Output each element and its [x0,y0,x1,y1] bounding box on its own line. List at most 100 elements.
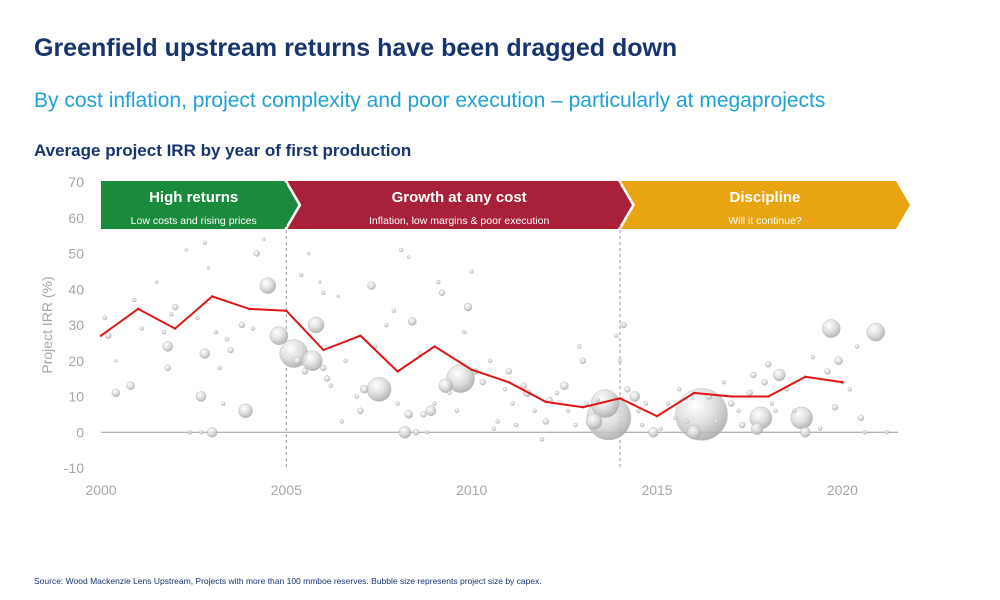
project-bubble [354,394,360,399]
project-bubble [658,426,664,431]
project-bubble [424,430,430,435]
irr-point [396,370,399,373]
project-bubble [539,437,545,442]
project-bubble [323,375,331,382]
irr-point [767,395,770,398]
y-tick-label: 0 [76,424,84,440]
project-bubble [238,403,253,419]
project-bubble [857,414,865,422]
irr-point [322,348,325,352]
project-bubble [629,391,641,402]
project-bubble [463,302,473,312]
project-bubble [217,365,222,371]
project-bubble [665,401,671,406]
project-bubble [462,329,467,335]
project-bubble [576,344,582,349]
project-bubble [391,308,397,313]
project-bubble [502,387,508,392]
project-bubble [184,248,189,252]
project-bubble [432,401,437,406]
project-bubble [862,430,867,435]
project-bubble [262,237,266,241]
project-bubble [102,315,107,321]
project-bubble [620,321,627,329]
y-tick-label: 60 [68,210,84,226]
project-bubble [714,419,719,424]
bubbles [102,237,890,442]
project-bubble [505,368,513,375]
project-bubble [384,322,389,328]
project-bubble [447,390,452,396]
project-bubble [438,289,446,297]
phase-subtitle: Inflation, low margins & poor execution [369,215,550,227]
project-bubble [624,386,631,393]
project-bubble [643,401,649,406]
irr-point [211,295,214,298]
phase-subtitle: Low costs and rising prices [131,215,257,227]
project-bubble [585,413,603,430]
project-bubble [199,348,211,359]
project-bubble [565,408,571,414]
project-bubble [187,430,193,435]
project-bubble [542,418,550,425]
y-tick-label: 30 [68,317,84,333]
project-bubble [398,426,412,439]
project-bubble [328,383,334,389]
project-bubble [111,388,121,398]
project-bubble [617,358,623,363]
project-bubble [139,326,145,331]
phase-subtitle: Will it continue? [728,215,802,227]
project-bubble [367,281,376,290]
project-bubble [854,344,860,349]
project-bubble [298,272,304,278]
project-bubble [395,401,400,406]
project-bubble [686,425,702,440]
project-bubble [321,290,326,296]
x-tick-label: 2000 [85,482,116,498]
project-bubble [227,346,234,354]
project-bubble [765,361,772,368]
project-bubble [250,326,256,331]
project-bubble [560,381,569,391]
project-bubble [510,401,515,406]
irr-point [841,381,844,384]
project-bubble [761,378,768,386]
project-bubble [800,427,811,438]
project-bubble [436,279,441,285]
project-bubble [648,427,659,438]
project-bubble [202,240,208,246]
irr-point [692,391,696,395]
project-bubble [595,397,600,403]
project-bubble [302,350,323,371]
phase-banner [287,181,632,229]
irr-point [433,345,436,348]
project-bubble [164,364,171,372]
project-bubble [750,422,764,435]
project-bubble [373,344,378,349]
phase-banner [620,181,910,229]
y-tick-label: 40 [68,281,84,297]
project-bubble [317,280,322,284]
project-bubble [406,255,411,259]
y-tick-label: 10 [68,389,84,405]
x-tick-label: 2005 [271,482,302,498]
project-bubble [810,354,815,360]
project-bubble [831,403,839,411]
project-bubble [513,422,519,428]
irr-point [618,397,622,400]
project-bubble [269,326,289,345]
irr-point [470,368,473,371]
project-bubble [343,358,348,363]
project-bubble [824,368,831,375]
y-tick-label: 70 [68,174,84,190]
project-bubble [773,408,778,414]
source-note: Source: Wood Mackenzie Lens Upstream, Pr… [34,576,542,586]
project-bubble [677,387,682,392]
project-bubble [739,421,746,429]
project-bubble [736,408,741,414]
project-bubble [636,408,641,414]
project-bubble [495,419,500,424]
project-bubble [366,377,392,402]
y-axis-label: Project IRR (%) [39,276,55,373]
project-bubble [213,329,219,335]
